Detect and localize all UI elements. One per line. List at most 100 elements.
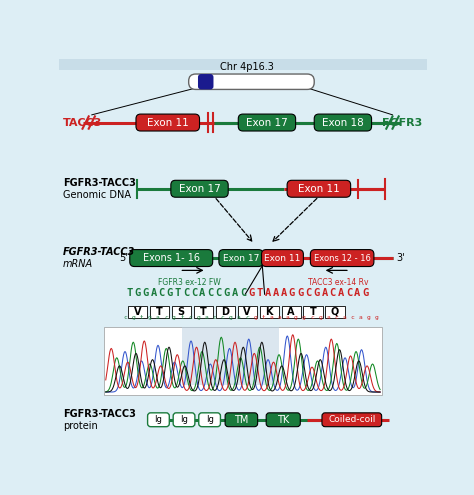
Text: a: a bbox=[326, 315, 330, 320]
Text: S: S bbox=[178, 307, 185, 317]
FancyBboxPatch shape bbox=[173, 413, 195, 427]
FancyBboxPatch shape bbox=[238, 114, 296, 131]
Text: Exons 1- 16: Exons 1- 16 bbox=[143, 253, 200, 263]
Text: G: G bbox=[167, 288, 173, 298]
FancyBboxPatch shape bbox=[219, 249, 263, 266]
Text: C: C bbox=[159, 288, 165, 298]
FancyBboxPatch shape bbox=[150, 306, 169, 318]
Bar bbox=[182, 327, 279, 385]
Text: Exons 12 - 16: Exons 12 - 16 bbox=[314, 253, 371, 262]
Text: g: g bbox=[148, 315, 152, 320]
FancyBboxPatch shape bbox=[237, 306, 257, 318]
Text: A: A bbox=[273, 288, 279, 298]
Text: Coiled-coil: Coiled-coil bbox=[328, 415, 375, 424]
Text: t: t bbox=[140, 315, 144, 320]
Text: C: C bbox=[216, 288, 222, 298]
FancyBboxPatch shape bbox=[171, 180, 228, 197]
Text: G: G bbox=[142, 288, 148, 298]
Text: A: A bbox=[321, 288, 328, 298]
FancyBboxPatch shape bbox=[189, 74, 314, 90]
Text: a: a bbox=[286, 315, 290, 320]
Text: K: K bbox=[265, 307, 273, 317]
Text: C: C bbox=[305, 288, 311, 298]
Text: C: C bbox=[208, 288, 214, 298]
FancyBboxPatch shape bbox=[266, 413, 300, 427]
Text: Ig: Ig bbox=[206, 415, 214, 424]
Text: 5': 5' bbox=[118, 253, 128, 263]
Text: mRNA: mRNA bbox=[63, 259, 93, 269]
Text: A: A bbox=[281, 288, 287, 298]
Text: T: T bbox=[156, 307, 163, 317]
Text: Q: Q bbox=[331, 307, 339, 317]
Text: T: T bbox=[175, 288, 181, 298]
Text: c: c bbox=[334, 315, 338, 320]
Text: c: c bbox=[123, 315, 127, 320]
Text: C: C bbox=[191, 288, 197, 298]
FancyBboxPatch shape bbox=[194, 306, 213, 318]
FancyBboxPatch shape bbox=[130, 249, 213, 266]
Text: t: t bbox=[261, 315, 265, 320]
Text: C: C bbox=[183, 288, 189, 298]
Text: G: G bbox=[134, 288, 140, 298]
Text: G: G bbox=[224, 288, 230, 298]
Text: G: G bbox=[289, 288, 295, 298]
Text: a: a bbox=[359, 315, 363, 320]
Text: T: T bbox=[200, 307, 207, 317]
Text: c: c bbox=[351, 315, 355, 320]
Text: C: C bbox=[329, 288, 336, 298]
Text: TM: TM bbox=[234, 415, 248, 425]
Text: Exon 11: Exon 11 bbox=[147, 117, 189, 128]
Text: g: g bbox=[375, 315, 379, 320]
FancyBboxPatch shape bbox=[260, 306, 279, 318]
Text: c: c bbox=[213, 315, 217, 320]
Text: g: g bbox=[229, 315, 233, 320]
Text: Chr 4p16.3: Chr 4p16.3 bbox=[220, 62, 274, 72]
Text: A: A bbox=[264, 288, 271, 298]
Text: a: a bbox=[343, 315, 346, 320]
Text: Exon 18: Exon 18 bbox=[322, 117, 364, 128]
Text: G: G bbox=[248, 288, 255, 298]
Text: A: A bbox=[354, 288, 360, 298]
Text: c: c bbox=[221, 315, 225, 320]
Text: A: A bbox=[232, 288, 238, 298]
Text: C: C bbox=[240, 288, 246, 298]
Text: g: g bbox=[294, 315, 298, 320]
FancyBboxPatch shape bbox=[326, 306, 345, 318]
Text: Genomic DNA: Genomic DNA bbox=[63, 190, 131, 200]
Text: T: T bbox=[310, 307, 317, 317]
FancyBboxPatch shape bbox=[310, 249, 374, 266]
FancyBboxPatch shape bbox=[198, 74, 213, 90]
Text: 3': 3' bbox=[396, 253, 405, 263]
Text: Exon 11: Exon 11 bbox=[298, 184, 340, 194]
Text: c: c bbox=[164, 315, 168, 320]
Text: a: a bbox=[278, 315, 282, 320]
Text: c: c bbox=[310, 315, 314, 320]
FancyBboxPatch shape bbox=[282, 306, 301, 318]
Text: A: A bbox=[337, 288, 344, 298]
Text: A: A bbox=[199, 288, 206, 298]
FancyBboxPatch shape bbox=[199, 413, 220, 427]
FancyBboxPatch shape bbox=[287, 180, 351, 197]
FancyBboxPatch shape bbox=[303, 306, 323, 318]
Text: Exon 17: Exon 17 bbox=[246, 117, 288, 128]
Text: A: A bbox=[287, 307, 295, 317]
Text: TACC3 ex-14 Rv: TACC3 ex-14 Rv bbox=[308, 278, 368, 287]
Text: A: A bbox=[150, 288, 157, 298]
Text: Exon 17: Exon 17 bbox=[223, 253, 259, 262]
FancyBboxPatch shape bbox=[172, 306, 191, 318]
Text: a: a bbox=[237, 315, 241, 320]
Text: FGFR3-TACC3: FGFR3-TACC3 bbox=[63, 247, 136, 257]
Text: TACC3: TACC3 bbox=[63, 117, 102, 128]
Text: Ig: Ig bbox=[180, 415, 188, 424]
Text: g: g bbox=[172, 315, 176, 320]
Text: g: g bbox=[367, 315, 371, 320]
Text: D: D bbox=[221, 307, 229, 317]
Text: t: t bbox=[180, 315, 184, 320]
Bar bbox=[104, 327, 382, 395]
Text: FGFR3: FGFR3 bbox=[383, 117, 423, 128]
Text: T: T bbox=[256, 288, 263, 298]
Text: a: a bbox=[156, 315, 160, 320]
Text: C: C bbox=[346, 288, 352, 298]
FancyBboxPatch shape bbox=[225, 413, 258, 427]
Bar bbox=[59, 59, 427, 70]
